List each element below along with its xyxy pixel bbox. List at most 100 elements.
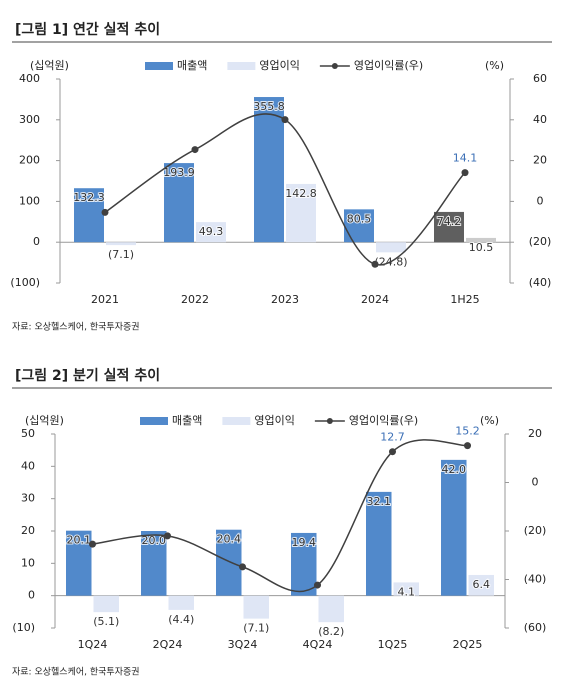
- y2-tick-label: (40): [529, 276, 552, 289]
- y-tick-label: 30: [21, 492, 35, 505]
- x-tick-label: 2021: [91, 293, 119, 306]
- line-label: 15.2: [455, 425, 480, 438]
- y-tick-label: (10): [12, 621, 35, 634]
- bar-label: (5.1): [93, 615, 119, 628]
- line-marker: [371, 260, 379, 268]
- bar: [66, 530, 92, 596]
- bar-label: 80.5: [347, 212, 372, 225]
- bar-label: 42.0: [442, 463, 467, 476]
- bar-label: 142.8: [285, 187, 317, 200]
- y2-axis-label: (%): [480, 414, 499, 427]
- bar: [441, 459, 467, 596]
- bar-label: 20.0: [142, 534, 167, 547]
- x-tick-label: 1Q25: [378, 638, 408, 651]
- x-tick-label: 1H25: [450, 293, 479, 306]
- bar: [318, 595, 344, 623]
- bar: [434, 211, 464, 243]
- line-label: 14.1: [453, 152, 478, 165]
- bar-label: (7.1): [243, 622, 269, 635]
- bar: [344, 209, 374, 243]
- bar-label: 4.1: [398, 585, 416, 598]
- y-tick-label: 50: [21, 427, 35, 440]
- line-marker: [164, 532, 171, 540]
- source: 자료: 오상헬스케어, 한국투자증권: [12, 321, 140, 333]
- bar-label: (8.2): [318, 625, 344, 638]
- bar-label: 19.4: [292, 536, 317, 549]
- bar: [141, 531, 167, 596]
- legend-dot: [326, 418, 333, 424]
- legend-label: 매출액: [172, 414, 202, 427]
- bar: [106, 242, 136, 246]
- bar: [393, 582, 419, 596]
- line-marker: [89, 540, 96, 548]
- line-marker: [281, 116, 289, 124]
- x-tick-label: 2023: [271, 293, 299, 306]
- line-marker: [464, 442, 471, 450]
- bar-label: 32.1: [367, 495, 392, 508]
- bar-label: 74.2: [437, 215, 462, 228]
- bar-label: 20.1: [67, 534, 92, 547]
- x-tick-label: 1Q24: [78, 638, 108, 651]
- x-tick-label: 3Q24: [228, 638, 258, 651]
- x-tick-label: 2022: [181, 293, 209, 306]
- chart-title: [그림 2] 분기 실적 추이: [15, 367, 160, 384]
- bar: [366, 491, 392, 596]
- line: [104, 113, 466, 266]
- chart-title: [그림 1] 연간 실적 추이: [15, 21, 160, 38]
- legend-swatch: [145, 62, 173, 70]
- legend-label: 영업이익률(우): [349, 414, 418, 427]
- bar-label: 10.5: [469, 241, 494, 254]
- y2-tick-label: 0: [532, 476, 539, 489]
- x-tick-label: 2024: [361, 293, 389, 306]
- legend-label: 매출액: [177, 59, 207, 72]
- y-tick-label: 400: [19, 72, 40, 85]
- line-marker: [314, 581, 321, 589]
- bar: [468, 574, 494, 596]
- y-tick-label: 100: [19, 194, 40, 207]
- bar: [168, 595, 194, 610]
- line-marker: [239, 563, 246, 571]
- bar: [376, 242, 406, 253]
- y2-tick-label: (20): [524, 524, 547, 537]
- bar: [74, 188, 104, 243]
- bar-label: 49.3: [199, 225, 224, 238]
- line-marker: [101, 208, 109, 216]
- line-label: 12.7: [380, 431, 405, 444]
- bar-label: 6.4: [473, 578, 491, 591]
- x-tick-label: 2Q25: [453, 638, 483, 651]
- x-tick-label: 2Q24: [153, 638, 183, 651]
- y-tick-label: 20: [21, 524, 35, 537]
- y2-tick-label: (20): [529, 235, 552, 248]
- y-tick-label: (100): [10, 276, 40, 289]
- line-marker: [389, 448, 396, 456]
- bar: [93, 595, 119, 613]
- bar-label: 20.4: [217, 533, 242, 546]
- bar: [291, 532, 317, 596]
- y-tick-label: 200: [19, 154, 40, 167]
- bar-label: 193.9: [163, 166, 195, 179]
- y2-tick-label: 20: [528, 427, 542, 440]
- y2-tick-label: 0: [537, 194, 544, 207]
- legend-label: 영업이익: [259, 59, 299, 72]
- legend-label: 영업이익률(우): [354, 59, 423, 72]
- line-marker: [461, 169, 469, 177]
- y-tick-label: 0: [28, 589, 35, 602]
- bar: [254, 97, 284, 243]
- bar: [216, 529, 242, 596]
- bar-label: (4.4): [168, 613, 194, 626]
- y2-tick-label: 20: [533, 154, 547, 167]
- y2-tick-label: (60): [524, 621, 547, 634]
- y2-tick-label: 60: [533, 72, 547, 85]
- legend-dot: [331, 63, 338, 69]
- legend-swatch: [222, 417, 251, 425]
- source: 자료: 오상헬스케어, 한국투자증권: [12, 666, 140, 678]
- bar-label: (7.1): [108, 248, 134, 261]
- bar: [466, 237, 496, 243]
- legend-swatch: [140, 417, 168, 425]
- line-marker: [191, 146, 199, 154]
- y2-tick-label: (40): [524, 573, 547, 586]
- bar-label: 132.3: [73, 191, 105, 204]
- y2-axis-label: (%): [485, 59, 504, 72]
- y-axis-label: (십억원): [25, 414, 64, 427]
